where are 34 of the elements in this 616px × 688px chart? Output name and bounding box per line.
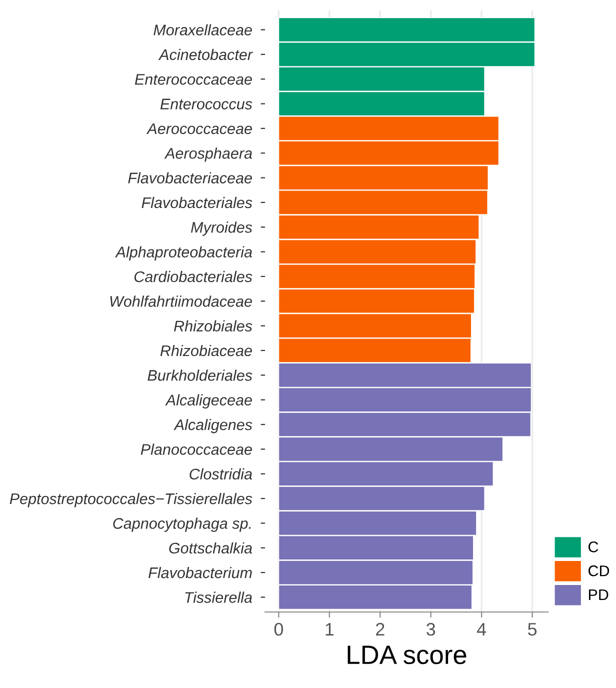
x-tick-label: 2 — [376, 622, 384, 636]
y-tick-label: Flavobacteriales — [142, 196, 252, 208]
y-tick-label: Rhizobiales — [174, 320, 252, 332]
y-tick-label: Alphaproteobacteria — [115, 246, 252, 260]
y-tick-label: Acinetobacter — [158, 48, 254, 60]
y-tick-label: Moraxellaceae — [154, 24, 252, 36]
x-tick-label: 5 — [528, 623, 537, 636]
x-axis-title: LDA score — [348, 646, 466, 664]
y-tick-label: Enterococcaceae — [134, 74, 252, 85]
y-tick-label: Myroides — [190, 222, 252, 236]
y-tick-label: Aerococcaceae — [146, 123, 252, 134]
y-tick-label: Flavobacteriaceae — [128, 172, 252, 184]
y-tick-label: Burkholderiales — [148, 370, 252, 381]
y-tick-label: Flavobacterium — [148, 566, 252, 578]
legend-label: PD — [588, 589, 608, 600]
y-tick-label: Cardiobacteriales — [134, 270, 252, 282]
y-tick-label: Peptostreptococcales−Tissierellales — [10, 492, 252, 508]
y-tick-label: Gottschalkia — [169, 542, 252, 554]
y-tick-label: Enterococcus — [160, 98, 252, 110]
legend-label: CD — [588, 565, 610, 576]
y-tick-label: Wohlfahrtiimodaceae — [110, 296, 252, 307]
y-tick-label: Tissierella — [185, 592, 252, 603]
y-tick-label: Alcaligeceae — [165, 394, 252, 409]
y-tick-label: Aerosphaera — [164, 148, 252, 162]
y-tick-label: Planococcaceae — [140, 444, 252, 455]
legend-label: C — [588, 542, 598, 552]
y-tick-label: Capnocytophaga sp. — [113, 518, 251, 532]
x-tick-label: 3 — [426, 622, 436, 636]
x-tick-label: 0 — [274, 622, 284, 636]
x-tick-label: 4 — [476, 623, 486, 636]
x-tick-label: 1 — [326, 623, 334, 636]
y-tick-label: Rhizobiaceae — [160, 344, 252, 356]
y-tick-label: Alcaligenes — [174, 418, 252, 434]
y-tick-label: Clostridia — [190, 468, 252, 480]
